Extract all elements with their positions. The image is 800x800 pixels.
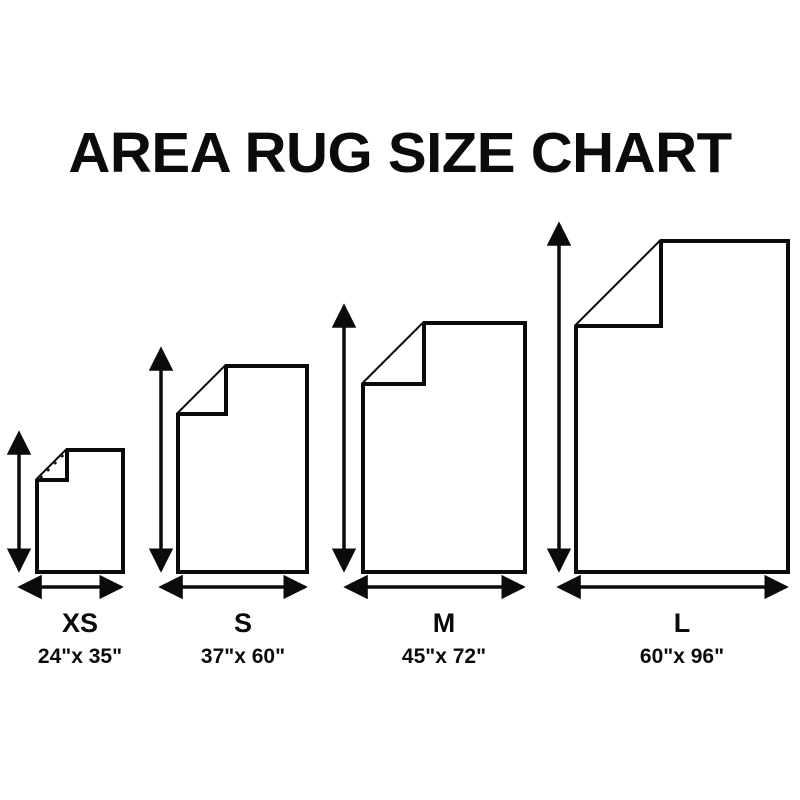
rug-shape-l [574, 239, 790, 574]
rug-body-l [574, 239, 790, 574]
rug-label-l: L 60"x 96" [542, 608, 800, 670]
rug-fold-fill-xs [37, 450, 67, 480]
rug-fold-outline-xs [37, 450, 69, 482]
rug-size-dimensions-xs: 24"x 35" [37, 645, 123, 668]
rug-shape-s [176, 364, 309, 574]
rug-size-dimensions-s: 37"x 60" [200, 645, 286, 668]
rug-size-name-s: S [233, 608, 252, 638]
rug-size-dimensions-l: 60"x 96" [639, 645, 725, 668]
rug-fold-fill-s [178, 366, 226, 414]
rug-shapes-layer [35, 239, 790, 574]
dimension-arrows-xs [6, 430, 124, 600]
dimension-arrows-layer [6, 221, 789, 600]
dimension-arrows-s [148, 346, 308, 600]
rug-fold-fill-l [576, 241, 661, 326]
rug-label-m: M 45"x 72" [304, 608, 584, 670]
page-title: AREA RUG SIZE CHART [68, 121, 732, 185]
dimension-arrows-l [546, 221, 789, 600]
rug-size-name-l: L [673, 608, 691, 638]
rug-fold-outline-s [178, 366, 228, 416]
rug-shape-xs [35, 448, 125, 574]
dimension-arrows-m [331, 303, 526, 600]
rug-fold-fill-m [363, 323, 424, 384]
rug-fold-outline-m [363, 323, 426, 386]
rug-label-s: S 37"x 60" [103, 608, 383, 670]
rug-size-name-m: M [432, 608, 456, 638]
rug-size-name-xs: XS [61, 608, 99, 638]
rug-size-dimensions-m: 45"x 72" [401, 645, 487, 668]
rug-shape-m [361, 321, 527, 574]
rug-fold-outline-l [576, 241, 663, 328]
rug-label-xs: XS 24"x 35" [0, 608, 220, 670]
